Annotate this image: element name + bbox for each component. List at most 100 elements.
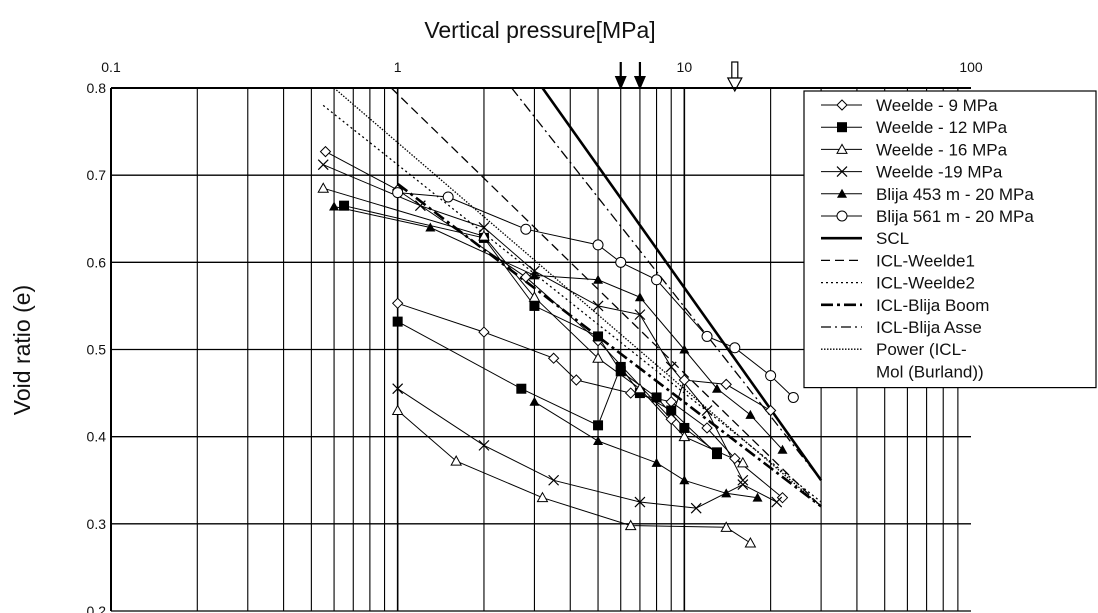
series-line xyxy=(397,410,751,544)
triangle-filled-marker xyxy=(329,201,340,211)
triangle-filled-marker xyxy=(745,409,756,419)
diamond-marker xyxy=(701,422,713,434)
diamond-marker xyxy=(665,396,677,408)
series-line xyxy=(322,104,822,503)
x-marker xyxy=(414,200,426,212)
x-marker xyxy=(665,361,677,373)
square-marker xyxy=(666,405,677,416)
series-line xyxy=(343,205,718,453)
triangle-filled-marker xyxy=(777,444,788,454)
x-marker xyxy=(317,159,329,171)
x-marker xyxy=(478,439,490,451)
x-marker xyxy=(836,166,848,178)
diamond-marker xyxy=(478,326,490,338)
pressure-arrow-head xyxy=(633,76,646,90)
diamond-marker xyxy=(776,491,789,504)
diamond-marker xyxy=(319,145,332,158)
y-tick-label: 0.7 xyxy=(87,167,107,183)
circle-marker xyxy=(836,210,848,222)
x-marker xyxy=(634,496,646,508)
y-tick-label: 0.5 xyxy=(87,342,107,358)
series-line xyxy=(323,187,744,464)
y-axis-title: Void ratio (e) xyxy=(9,285,35,415)
y-tick-label: 0.8 xyxy=(87,80,107,96)
circle-marker xyxy=(729,342,741,354)
y-tick-label: 0.4 xyxy=(87,429,107,445)
triangle-open-marker xyxy=(317,182,330,193)
triangle-open-marker xyxy=(678,430,691,442)
diamond-marker xyxy=(836,99,848,111)
triangle-filled-marker xyxy=(651,457,662,467)
circle-marker xyxy=(651,274,663,286)
x-marker xyxy=(701,405,713,416)
legend-label: Weelde - 16 MPa xyxy=(876,140,1008,159)
legend-label: Weelde - 12 MPa xyxy=(876,118,1008,137)
triangle-open-marker xyxy=(528,291,541,302)
diamond-marker xyxy=(624,387,637,399)
pressure-arrows xyxy=(614,61,743,93)
diamond-marker xyxy=(665,413,677,425)
legend-label: Blija 561 m - 20 MPa xyxy=(876,207,1034,226)
square-marker xyxy=(837,122,847,133)
diamond-marker xyxy=(570,374,583,386)
series-line xyxy=(323,164,744,481)
pressure-arrow-head xyxy=(614,76,627,90)
legend-label: Mol (Burland)) xyxy=(876,362,984,381)
x-marker xyxy=(592,300,604,312)
square-marker xyxy=(651,392,662,403)
square-marker xyxy=(615,361,626,372)
circle-marker xyxy=(442,191,454,203)
square-marker xyxy=(529,300,540,311)
diamond-marker xyxy=(729,452,741,465)
diamond-marker xyxy=(764,404,777,417)
x-tick-label: 10 xyxy=(677,59,693,75)
series-line xyxy=(534,401,758,499)
series-line xyxy=(541,87,823,482)
square-marker xyxy=(711,449,722,460)
triangle-open-marker xyxy=(478,230,490,241)
circle-marker xyxy=(392,187,404,199)
triangle-open-marker xyxy=(450,455,463,466)
series-line xyxy=(397,321,718,455)
legend-label: ICL-Blija Boom xyxy=(876,296,989,315)
triangle-filled-marker xyxy=(634,292,645,302)
series-line xyxy=(390,87,822,507)
triangle-open-marker xyxy=(736,456,749,468)
x-marker xyxy=(737,479,749,491)
legend-label: Weelde -19 MPa xyxy=(876,163,1003,182)
legend-label: ICL-Weelde1 xyxy=(876,251,975,270)
triangle-filled-marker xyxy=(711,383,722,393)
square-marker xyxy=(593,420,604,431)
diamond-marker xyxy=(678,374,691,386)
circle-marker xyxy=(520,223,532,235)
pressure-arrow-head xyxy=(726,77,743,93)
series-line xyxy=(333,87,822,507)
triangle-filled-marker xyxy=(529,396,540,406)
legend-label: ICL-Blija Asse xyxy=(876,318,982,337)
series-line xyxy=(511,87,822,481)
x-marker xyxy=(478,222,490,233)
y-tick-label: 0.3 xyxy=(87,516,107,532)
x-marker xyxy=(737,474,749,486)
x-marker xyxy=(548,474,560,486)
circle-marker xyxy=(701,330,713,342)
pressure-arrow-shaft xyxy=(731,61,739,79)
triangle-open-marker xyxy=(720,521,733,532)
square-marker xyxy=(516,383,527,394)
x-marker xyxy=(771,496,783,508)
x-marker xyxy=(690,502,702,514)
triangle-open-marker xyxy=(624,519,637,531)
legend-label: SCL xyxy=(876,229,909,248)
triangle-filled-marker xyxy=(721,488,732,498)
triangle-open-marker xyxy=(836,143,848,154)
triangle-open-marker xyxy=(536,491,549,503)
circle-marker xyxy=(592,239,604,251)
axes: 0.1 1 10 100 0.2 0.3 0.4 0.5 0.6 0.7 0.8 xyxy=(87,59,983,613)
series-line xyxy=(396,182,822,508)
diamond-marker xyxy=(391,297,404,310)
circle-marker xyxy=(787,391,799,403)
triangle-filled-marker xyxy=(529,270,540,280)
series-line xyxy=(397,192,794,398)
series-markers xyxy=(317,145,799,548)
